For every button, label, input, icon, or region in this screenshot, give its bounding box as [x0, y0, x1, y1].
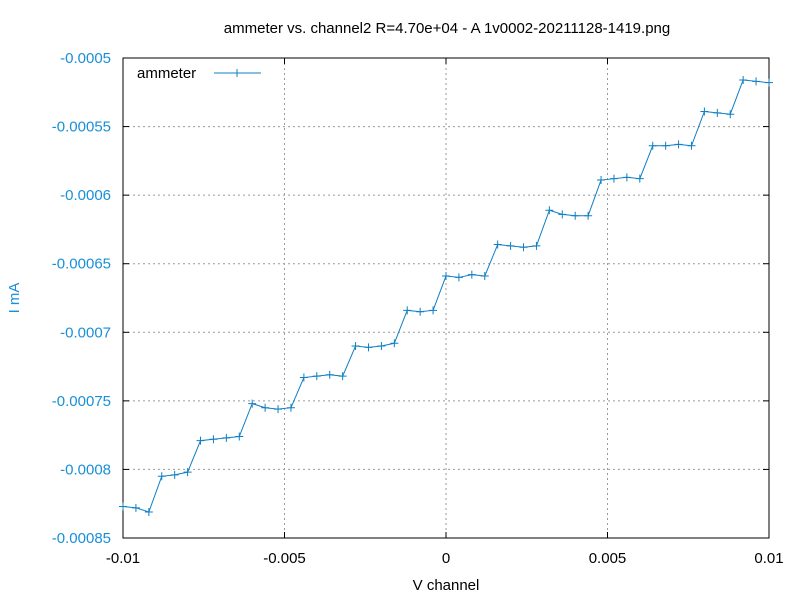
data-point — [558, 210, 567, 219]
data-point — [222, 433, 231, 442]
y-tick-label: -0.00075 — [52, 393, 111, 410]
grid — [123, 58, 769, 538]
data-point — [351, 342, 360, 350]
x-tick-label: -0.005 — [263, 550, 306, 567]
y-tick-label: -0.0006 — [60, 187, 111, 204]
data-point — [506, 241, 515, 250]
data-point — [545, 206, 554, 215]
y-axis-label: I mA — [6, 283, 23, 314]
data-point — [364, 343, 373, 352]
legend-label: ammeter — [137, 65, 196, 82]
data-point — [700, 107, 709, 116]
data-point — [119, 502, 127, 511]
data-point — [377, 342, 386, 350]
data-point — [325, 370, 334, 379]
data-point — [299, 373, 308, 382]
y-tick-label: -0.0008 — [60, 461, 111, 478]
data-point — [248, 399, 257, 408]
data-point — [467, 270, 476, 279]
x-tick-label: 0.005 — [589, 550, 627, 567]
data-point — [765, 78, 773, 87]
data-point — [442, 272, 450, 281]
data-point — [131, 503, 140, 512]
data-point — [274, 405, 283, 414]
y-tick-label: -0.00065 — [52, 256, 111, 273]
series-layer — [119, 75, 773, 516]
data-point — [622, 173, 631, 182]
data-point — [235, 432, 244, 441]
data-point — [170, 470, 179, 479]
axis-ticks: -0.01 -0.005 0 0.005 0.01 -0.0005 -0.00055 -0.0… — [52, 50, 784, 567]
data-point — [713, 108, 722, 117]
data-point — [429, 306, 438, 315]
data-point — [480, 272, 489, 281]
y-tick-label: -0.00085 — [52, 530, 111, 547]
data-point — [584, 211, 593, 220]
data-point — [390, 339, 399, 348]
data-point — [635, 174, 644, 183]
legend-marker — [233, 69, 241, 77]
data-point — [286, 403, 295, 412]
x-tick-label: -0.01 — [106, 550, 140, 567]
data-point — [209, 435, 218, 444]
data-point — [726, 110, 735, 119]
data-point — [752, 77, 761, 86]
y-tick-label: -0.0007 — [60, 324, 111, 341]
x-axis-label: V channel — [413, 577, 480, 594]
data-point — [532, 241, 541, 250]
data-point — [597, 176, 606, 185]
data-point — [519, 243, 528, 252]
data-point — [312, 372, 321, 381]
data-point — [144, 507, 153, 516]
data-point — [661, 141, 670, 150]
data-point — [493, 240, 502, 249]
data-point — [157, 472, 166, 481]
x-tick-label: 0.01 — [754, 550, 783, 567]
data-point — [687, 141, 696, 150]
data-point — [183, 468, 192, 477]
data-point — [739, 75, 748, 84]
data-point — [261, 403, 270, 412]
x-tick-label: 0 — [442, 550, 450, 567]
data-point — [454, 273, 463, 282]
y-tick-label: -0.0005 — [60, 50, 111, 67]
data-point — [571, 211, 580, 220]
legend: ammeter — [137, 65, 261, 82]
data-point — [416, 307, 425, 316]
data-point — [196, 436, 205, 445]
data-point — [403, 306, 412, 315]
y-tick-label: -0.00055 — [52, 119, 111, 136]
data-point — [674, 140, 683, 149]
data-point — [609, 174, 618, 183]
chart-title: ammeter vs. channel2 R=4.70e+04 - A 1v00… — [224, 20, 670, 37]
data-point — [338, 372, 347, 381]
data-point — [648, 141, 657, 150]
